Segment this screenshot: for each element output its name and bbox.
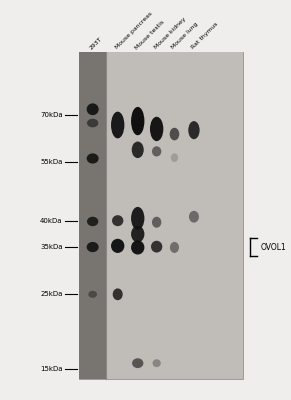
- Ellipse shape: [131, 226, 144, 242]
- Text: 70kDa: 70kDa: [40, 112, 63, 118]
- Bar: [79, 52, 106, 379]
- Text: Mouse pancreas: Mouse pancreas: [114, 11, 153, 50]
- Ellipse shape: [88, 291, 97, 298]
- Ellipse shape: [152, 359, 161, 367]
- Text: 35kDa: 35kDa: [40, 244, 63, 250]
- Text: 25kDa: 25kDa: [40, 291, 63, 297]
- Ellipse shape: [113, 288, 123, 300]
- Text: 40kDa: 40kDa: [40, 218, 63, 224]
- Text: Mouse testis: Mouse testis: [134, 19, 165, 50]
- Ellipse shape: [170, 242, 179, 253]
- Ellipse shape: [150, 117, 163, 141]
- Ellipse shape: [131, 107, 144, 135]
- Ellipse shape: [132, 358, 143, 368]
- Ellipse shape: [111, 112, 124, 138]
- Ellipse shape: [112, 215, 123, 226]
- Ellipse shape: [87, 153, 99, 164]
- Ellipse shape: [151, 241, 162, 252]
- Bar: [79, 52, 244, 379]
- Text: OVOL1: OVOL1: [260, 242, 286, 252]
- Text: Mouse lung: Mouse lung: [171, 22, 199, 50]
- Ellipse shape: [188, 121, 200, 139]
- Ellipse shape: [131, 207, 144, 230]
- Ellipse shape: [87, 119, 98, 127]
- Ellipse shape: [170, 128, 179, 140]
- Ellipse shape: [87, 217, 98, 226]
- Ellipse shape: [152, 217, 161, 228]
- Ellipse shape: [132, 142, 144, 158]
- Ellipse shape: [111, 239, 124, 253]
- Text: Mouse kidney: Mouse kidney: [153, 17, 187, 50]
- Text: Rat thymus: Rat thymus: [190, 22, 219, 50]
- Text: 15kDa: 15kDa: [40, 366, 63, 372]
- Ellipse shape: [131, 240, 144, 254]
- Ellipse shape: [189, 211, 199, 223]
- Text: 55kDa: 55kDa: [40, 160, 63, 166]
- Bar: [106, 52, 244, 379]
- Text: 293T: 293T: [89, 36, 104, 50]
- Ellipse shape: [152, 146, 161, 156]
- Ellipse shape: [87, 103, 99, 115]
- Ellipse shape: [87, 242, 99, 252]
- Ellipse shape: [171, 153, 178, 162]
